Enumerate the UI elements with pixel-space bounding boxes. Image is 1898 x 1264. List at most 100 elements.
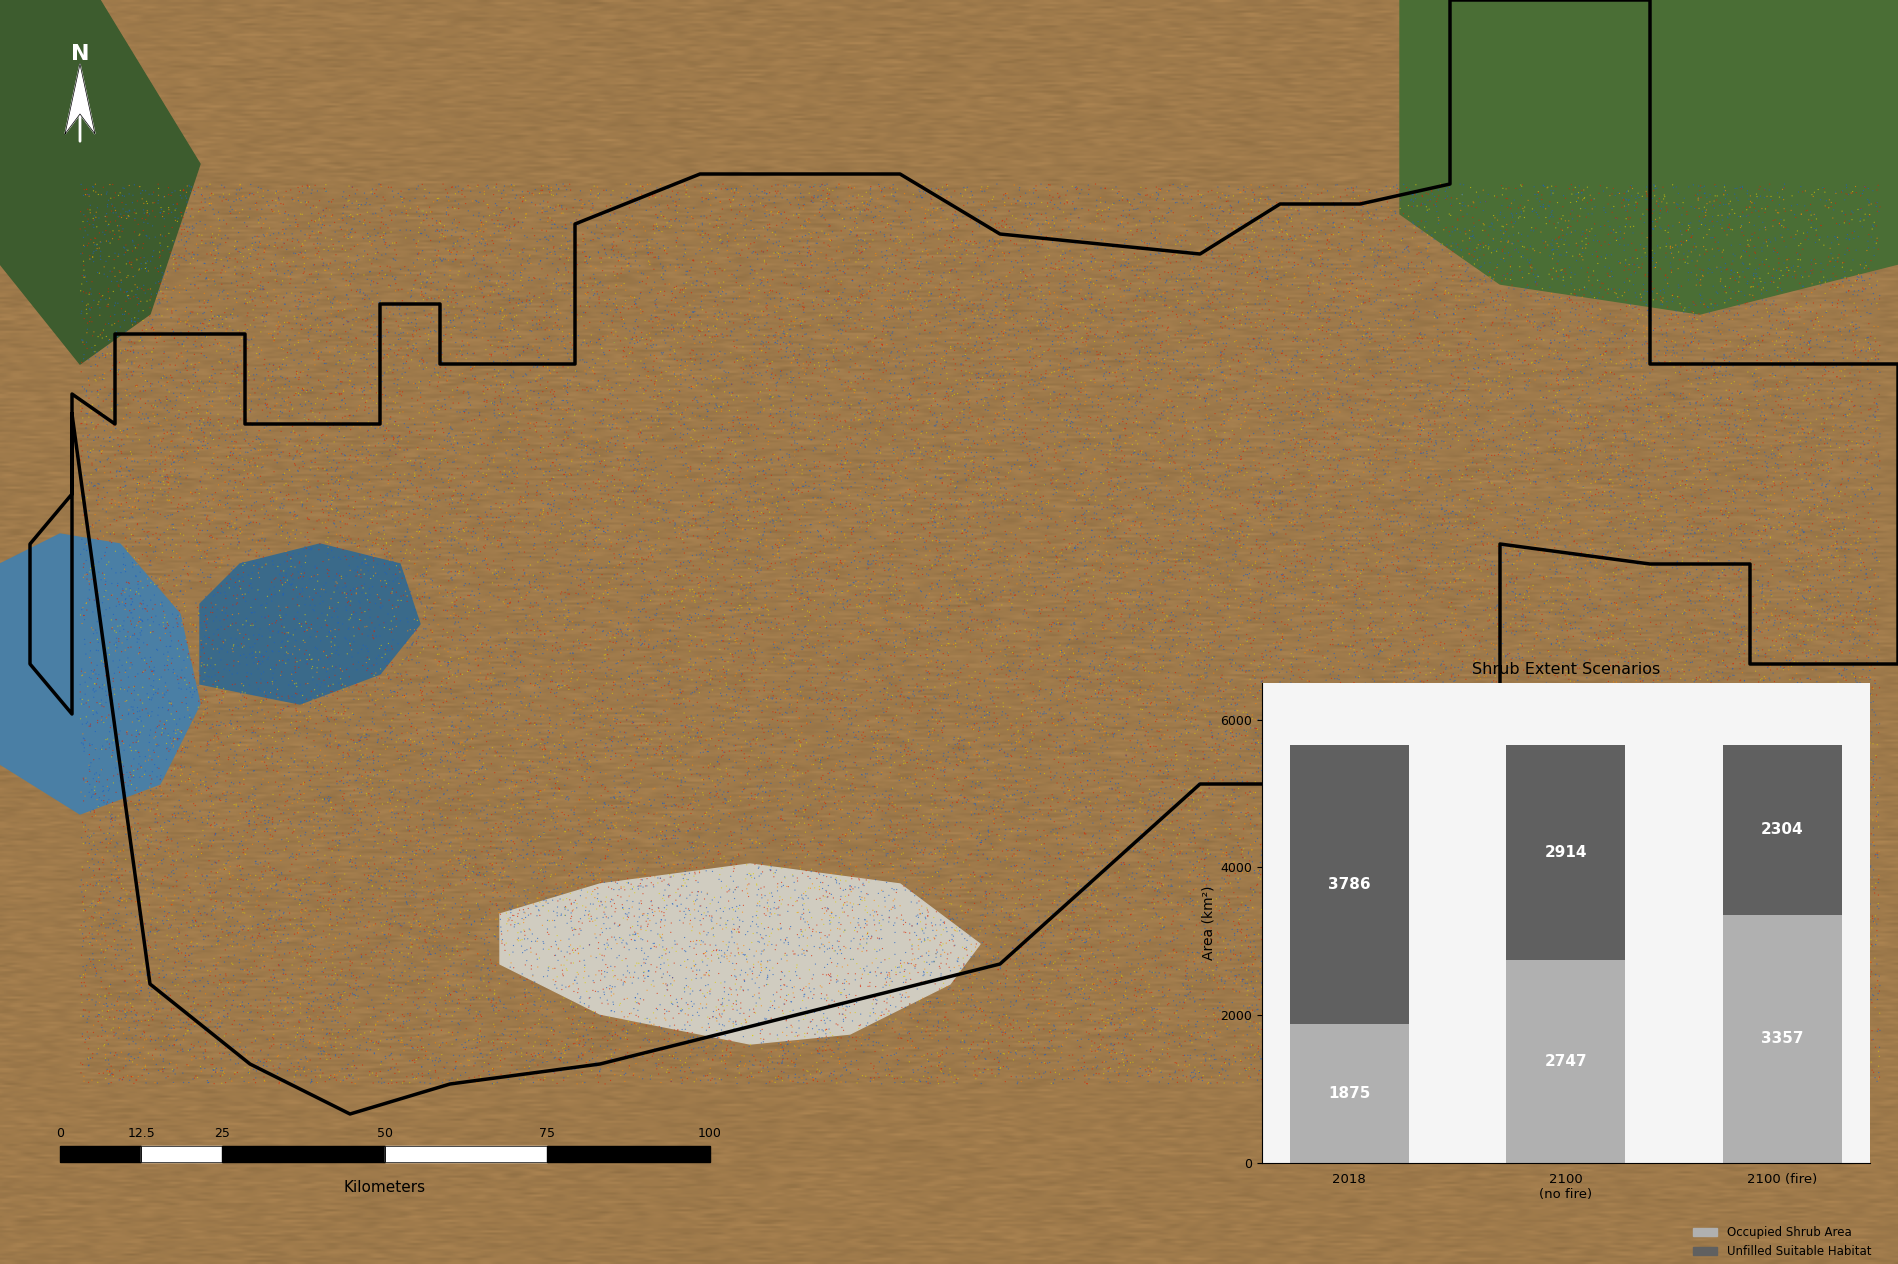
Point [989,631,1019,651]
Point [1336,1002,1367,1023]
Point [1644,308,1674,329]
Point [875,672,905,693]
Point [884,503,915,523]
Point [1723,1010,1754,1030]
Point [991,224,1021,244]
Point [1494,1014,1524,1034]
Point [1820,729,1851,750]
Point [845,622,875,642]
Point [1735,948,1765,968]
Point [1729,399,1759,420]
Point [1017,402,1048,422]
Point [638,427,668,447]
Point [930,900,960,920]
Point [1418,849,1448,870]
Point [911,411,941,431]
Point [583,938,613,958]
Point [564,401,594,421]
Point [1554,1057,1585,1077]
Point [1562,561,1592,581]
Point [1422,475,1452,495]
Point [1642,774,1672,794]
Point [850,763,881,784]
Point [917,952,947,972]
Point [1739,363,1769,383]
Point [161,808,192,828]
Point [1535,493,1566,513]
Point [1695,829,1725,849]
Point [463,944,493,964]
Point [1162,297,1192,317]
Point [530,507,560,527]
Point [1847,908,1877,928]
Point [178,516,209,536]
Point [1721,856,1752,876]
Point [562,552,592,573]
Point [359,183,389,204]
Point [962,364,993,384]
Point [742,263,772,283]
Point [881,944,911,964]
Point [1294,391,1325,411]
Point [1737,364,1767,384]
Point [457,863,488,884]
Point [960,234,991,254]
Point [416,465,446,485]
Point [554,695,585,715]
Point [966,289,996,310]
Point [1101,367,1131,387]
Point [1678,986,1708,1006]
Point [651,652,681,672]
Point [1608,838,1638,858]
Point [1196,554,1226,574]
Point [1740,678,1771,698]
Point [1137,566,1167,586]
Point [974,231,1004,252]
Point [643,410,674,430]
Point [478,586,509,607]
Point [1541,239,1572,259]
Point [1704,957,1735,977]
Point [1528,330,1558,350]
Point [1330,731,1361,751]
Point [807,784,837,804]
Point [1076,471,1107,492]
Point [1475,838,1505,858]
Point [1114,887,1144,908]
Point [1647,806,1678,827]
Point [1718,1036,1748,1057]
Point [531,1018,562,1038]
Point [820,527,850,547]
Point [1124,609,1154,629]
Point [285,307,315,327]
Point [913,690,943,710]
Point [296,339,326,359]
Point [784,968,814,988]
Point [473,958,503,978]
Point [1315,635,1346,655]
Point [1310,713,1340,733]
Point [1275,475,1306,495]
Point [877,710,907,731]
Point [467,885,497,905]
Point [1414,246,1444,267]
Point [101,904,131,924]
Point [518,664,549,684]
Point [1828,296,1858,316]
Point [456,458,486,478]
Point [941,492,972,512]
Point [1847,824,1877,844]
Point [1209,702,1239,722]
Point [1710,909,1740,929]
Point [412,289,442,310]
Point [374,544,404,564]
Point [541,174,571,195]
Point [1340,417,1370,437]
Point [482,569,512,589]
Point [1129,574,1160,594]
Point [1608,718,1638,738]
Point [907,1047,938,1067]
Point [1357,277,1387,297]
Point [676,349,706,369]
Point [381,244,412,264]
